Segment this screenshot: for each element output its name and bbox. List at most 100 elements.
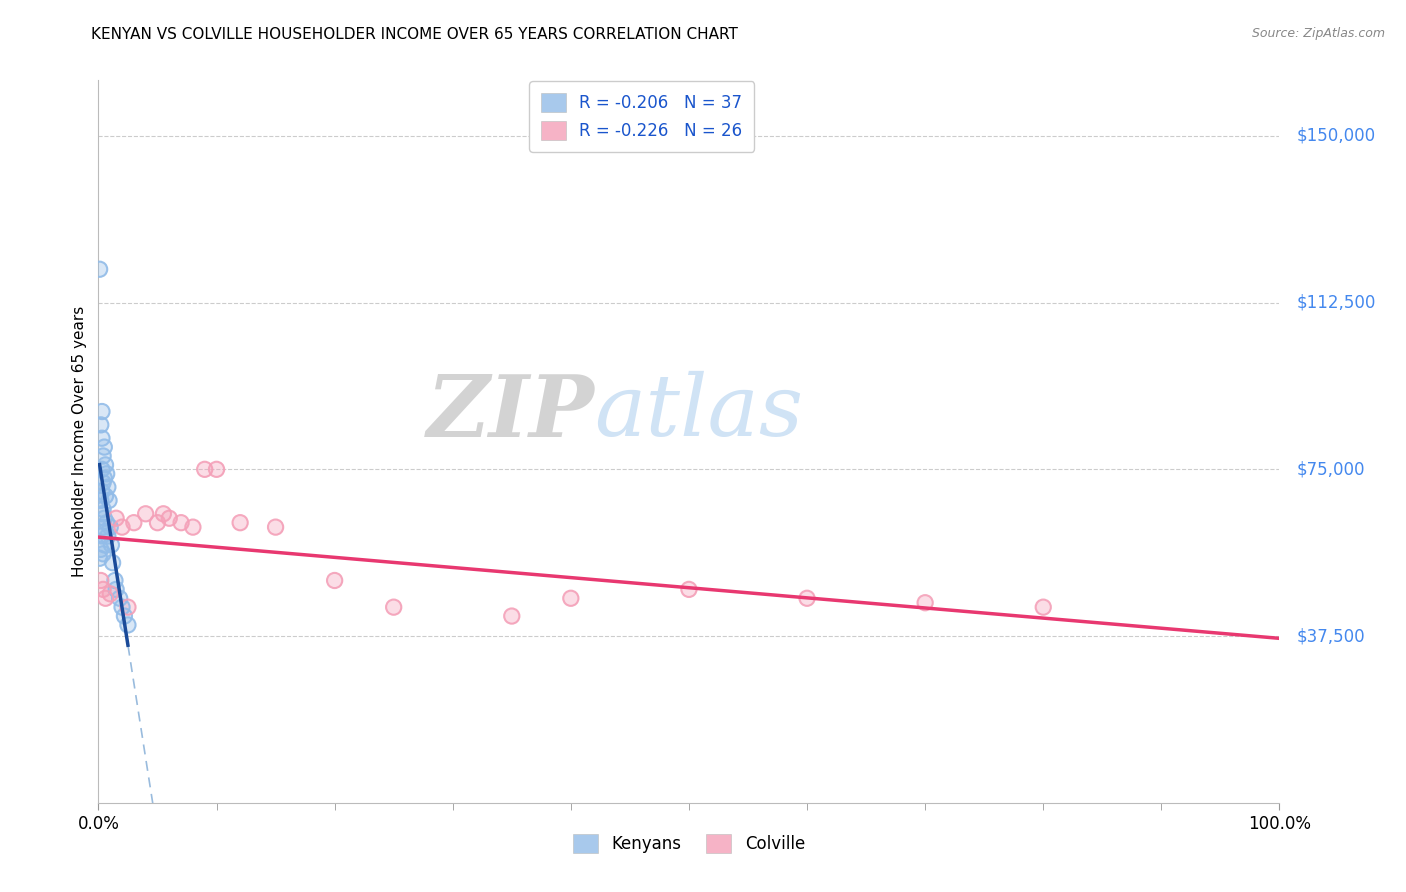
- Point: [181, 520, 204, 534]
- Point: [94, 591, 117, 606]
- Point: [91, 484, 114, 499]
- Point: [97, 480, 120, 494]
- Point: [91, 520, 114, 534]
- Point: [93, 440, 115, 454]
- Point: [152, 507, 174, 521]
- Text: ZIP: ZIP: [426, 371, 595, 454]
- Point: [205, 462, 228, 476]
- Y-axis label: Householder Income Over 65 years: Householder Income Over 65 years: [72, 306, 87, 577]
- Point: [146, 516, 169, 530]
- Point: [323, 574, 346, 588]
- Point: [90, 493, 112, 508]
- Point: [93, 511, 115, 525]
- Point: [100, 538, 122, 552]
- Point: [323, 574, 346, 588]
- Point: [112, 609, 135, 624]
- Point: [96, 467, 118, 481]
- Point: [91, 449, 114, 463]
- Point: [91, 475, 114, 490]
- Point: [105, 511, 128, 525]
- Point: [91, 404, 114, 418]
- Point: [382, 600, 405, 615]
- Point: [181, 520, 204, 534]
- Point: [91, 547, 114, 561]
- Point: [91, 475, 114, 490]
- Point: [91, 520, 114, 534]
- Point: [96, 516, 118, 530]
- Point: [97, 529, 120, 543]
- Point: [91, 462, 114, 476]
- Point: [94, 591, 117, 606]
- Point: [91, 582, 114, 597]
- Point: [117, 618, 139, 632]
- Point: [264, 520, 287, 534]
- Point: [170, 516, 193, 530]
- Point: [135, 507, 157, 521]
- Point: [194, 462, 217, 476]
- Point: [94, 458, 117, 472]
- Point: [90, 417, 112, 432]
- Point: [796, 591, 818, 606]
- Point: [796, 591, 818, 606]
- Point: [1032, 600, 1054, 615]
- Point: [1032, 600, 1054, 615]
- Point: [108, 591, 131, 606]
- Point: [678, 582, 700, 597]
- Text: $75,000: $75,000: [1296, 460, 1365, 478]
- Point: [90, 417, 112, 432]
- Point: [560, 591, 582, 606]
- Text: KENYAN VS COLVILLE HOUSEHOLDER INCOME OVER 65 YEARS CORRELATION CHART: KENYAN VS COLVILLE HOUSEHOLDER INCOME OV…: [91, 27, 738, 42]
- Point: [104, 574, 127, 588]
- Point: [91, 484, 114, 499]
- Point: [105, 511, 128, 525]
- Point: [157, 511, 180, 525]
- Point: [194, 462, 217, 476]
- Point: [96, 467, 118, 481]
- Point: [90, 542, 112, 557]
- Point: [146, 516, 169, 530]
- Point: [97, 529, 120, 543]
- Point: [501, 609, 523, 624]
- Point: [122, 516, 145, 530]
- Point: [90, 542, 112, 557]
- Point: [117, 600, 139, 615]
- Point: [98, 520, 121, 534]
- Point: [157, 511, 180, 525]
- Point: [98, 587, 121, 601]
- Point: [91, 529, 114, 543]
- Point: [382, 600, 405, 615]
- Point: [122, 516, 145, 530]
- Point: [91, 582, 114, 597]
- Point: [98, 493, 121, 508]
- Point: [205, 462, 228, 476]
- Point: [678, 582, 700, 597]
- Point: [98, 493, 121, 508]
- Point: [93, 511, 115, 525]
- Point: [111, 600, 134, 615]
- Point: [89, 262, 111, 277]
- Point: [105, 582, 128, 597]
- Text: $150,000: $150,000: [1296, 127, 1375, 145]
- Point: [93, 471, 115, 485]
- Point: [93, 538, 115, 552]
- Point: [94, 524, 117, 539]
- Point: [91, 507, 114, 521]
- Point: [229, 516, 252, 530]
- Point: [91, 431, 114, 445]
- Point: [111, 520, 134, 534]
- Point: [91, 449, 114, 463]
- Point: [111, 600, 134, 615]
- Point: [101, 556, 124, 570]
- Point: [91, 529, 114, 543]
- Point: [96, 516, 118, 530]
- Point: [560, 591, 582, 606]
- Text: Source: ZipAtlas.com: Source: ZipAtlas.com: [1251, 27, 1385, 40]
- Text: atlas: atlas: [595, 371, 804, 454]
- Point: [90, 493, 112, 508]
- Point: [89, 551, 111, 566]
- Point: [94, 524, 117, 539]
- Point: [93, 471, 115, 485]
- Point: [117, 600, 139, 615]
- Point: [101, 556, 124, 570]
- Point: [91, 502, 114, 516]
